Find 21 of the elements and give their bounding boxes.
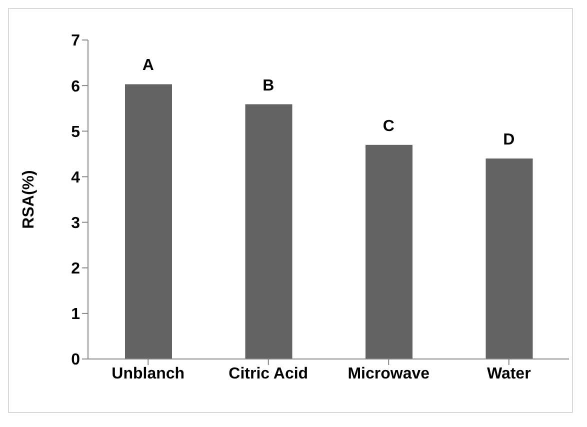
x-tick-label: Water [486,365,531,382]
y-tick-label: 2 [71,260,80,278]
annotation: B [262,77,274,94]
y-tick-label: 5 [71,124,80,141]
y-tick-label: 4 [71,169,80,186]
annotation: A [142,57,154,74]
bar [366,144,412,359]
y-tick-label: 3 [71,214,80,232]
annotation: C [382,118,395,135]
x-tick-label: Microwave [348,365,430,382]
bar [125,84,172,359]
y-tick-label: 6 [71,78,80,96]
bar [245,104,292,359]
y-tick-label: 7 [71,32,80,50]
x-tick-label: Unblanch [112,365,185,382]
x-tick-label: Citric Acid [228,365,308,382]
y-tick-label: 0 [71,352,80,369]
annotation: D [503,131,515,148]
y-axis-title: RSA(%) [20,170,38,229]
bar [486,158,533,359]
y-tick-label: 1 [71,306,80,324]
